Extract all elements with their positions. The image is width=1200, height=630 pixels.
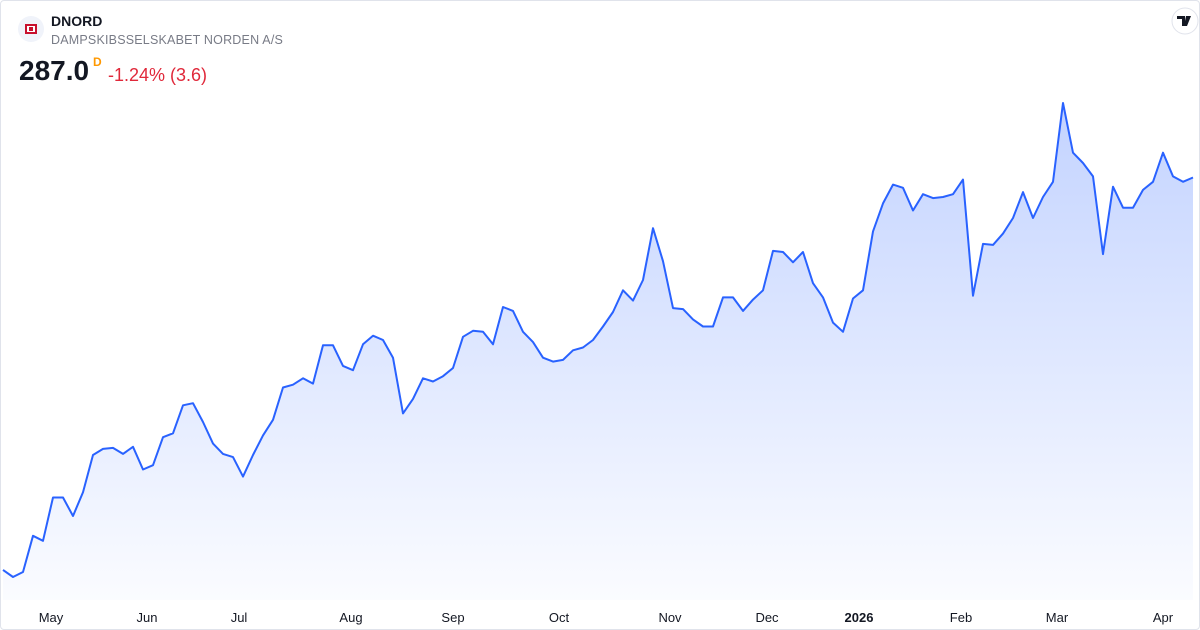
- x-tick-label: May: [39, 610, 64, 625]
- area-fill: [3, 103, 1193, 600]
- symbol-icon: [18, 16, 44, 42]
- x-tick-label: Dec: [755, 610, 779, 625]
- x-tick-label: Apr: [1153, 610, 1174, 625]
- x-tick-label: Mar: [1046, 610, 1069, 625]
- x-tick-label: Sep: [441, 610, 464, 625]
- change: -1.24% (3.6): [108, 65, 208, 85]
- x-tick-label: Jul: [231, 610, 248, 625]
- logo-mark[interactable]: [1177, 16, 1191, 26]
- x-tick-label: 2026: [845, 610, 874, 625]
- tv-logo[interactable]: [1171, 7, 1199, 35]
- badge: D: [93, 55, 102, 69]
- x-tick-label: Nov: [658, 610, 682, 625]
- x-tick-label: Feb: [950, 610, 972, 625]
- price-line: [2, 102, 1194, 578]
- company-name: DAMPSKIBSSELSKABET NORDEN A/S: [51, 33, 284, 47]
- symbol: DNORD: [51, 13, 103, 29]
- price: 287.0: [19, 55, 90, 86]
- x-tick-label: Oct: [549, 610, 570, 625]
- x-tick-label: Aug: [339, 610, 362, 625]
- x-tick-label: Jun: [137, 610, 158, 625]
